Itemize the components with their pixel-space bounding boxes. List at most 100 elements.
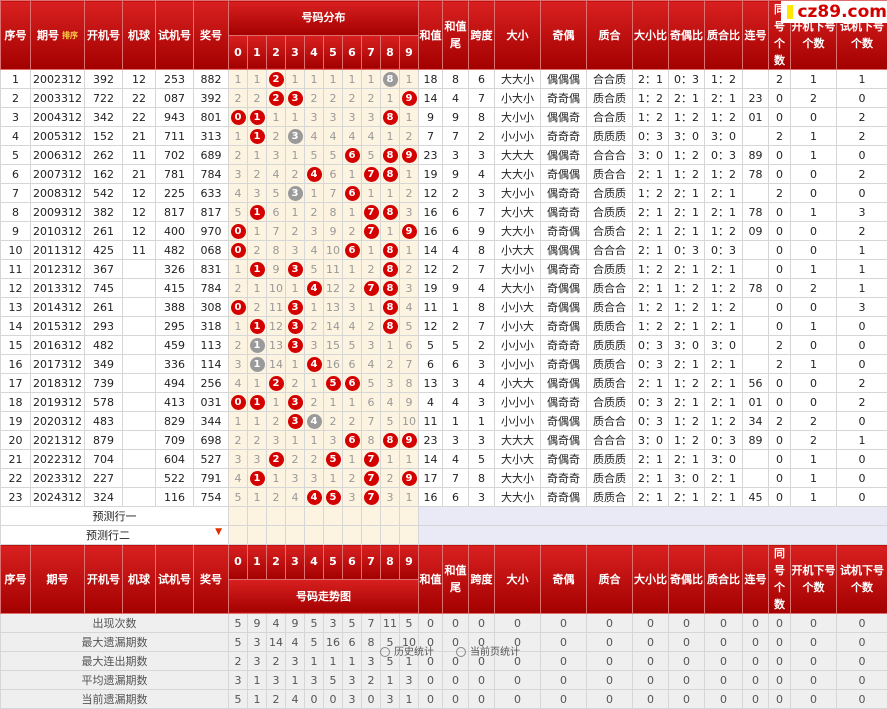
dist-cell: 3	[286, 336, 305, 355]
stat-cell: 合合合	[587, 146, 633, 165]
forecast-cell[interactable]	[248, 507, 267, 526]
forecast-text[interactable]: 预测行一	[93, 510, 137, 523]
forecast-cell[interactable]	[286, 526, 305, 545]
stat-cell: 奇奇偶	[541, 488, 587, 507]
forecast-label[interactable]: 预测行二 ▼	[1, 526, 229, 545]
stat-cell: 6	[443, 488, 469, 507]
stat-cell: 1	[469, 412, 495, 431]
legend-option[interactable]: 当前页统计	[456, 647, 520, 658]
row-number: 14	[1, 317, 31, 336]
hit-ball: 7	[364, 490, 379, 505]
test-number: 522	[156, 469, 194, 488]
forecast-cell[interactable]	[381, 526, 400, 545]
stat-cell: 23	[743, 89, 769, 108]
forecast-cell[interactable]	[324, 526, 343, 545]
sort-button[interactable]: 排序	[62, 31, 78, 40]
stat-cell: 小小小	[495, 336, 541, 355]
row-number: 18	[1, 393, 31, 412]
stat-cell: 1	[791, 146, 837, 165]
stat-cell: 0	[769, 431, 791, 450]
stat-cell: 3	[443, 431, 469, 450]
forecast-cell[interactable]	[286, 507, 305, 526]
forecast-cell[interactable]	[343, 507, 362, 526]
omission-cell: 3	[305, 469, 324, 488]
stat-cell: 小小小	[495, 355, 541, 374]
stat-cell: 小小大	[495, 298, 541, 317]
stat-cell: 0	[791, 374, 837, 393]
hit-ball: 2	[269, 452, 284, 467]
column-header: 奇偶	[541, 545, 587, 614]
summary-value: 0	[791, 614, 837, 633]
summary-value: 0	[443, 690, 469, 709]
forecast-text[interactable]: 预测行二	[86, 529, 130, 542]
omission-cell: 10	[400, 412, 419, 431]
omission-cell: 2	[248, 431, 267, 450]
forecast-cell[interactable]	[381, 507, 400, 526]
forecast-cell[interactable]	[229, 526, 248, 545]
summary-value: 4	[267, 614, 286, 633]
summary-value: 3	[381, 690, 400, 709]
stat-cell	[743, 355, 769, 374]
summary-value: 0	[791, 652, 837, 671]
forecast-cell[interactable]	[362, 526, 381, 545]
stat-cell: 0	[769, 165, 791, 184]
column-header: 和值	[419, 545, 443, 614]
stat-cell: 6	[419, 355, 443, 374]
logo-text[interactable]: cz89.com	[797, 2, 887, 22]
forecast-cell[interactable]	[229, 507, 248, 526]
dist-cell: 2	[267, 374, 286, 393]
stat-cell: 质质合	[587, 374, 633, 393]
forecast-cell[interactable]	[305, 526, 324, 545]
forecast-cell[interactable]	[400, 526, 419, 545]
omission-cell: 1	[400, 488, 419, 507]
stat-cell: 1：2	[669, 108, 705, 127]
forecast-cell[interactable]	[400, 507, 419, 526]
forecast-cell[interactable]	[362, 507, 381, 526]
stat-cell: 合合合	[587, 431, 633, 450]
column-header: 质合	[587, 1, 633, 70]
stat-cell: 3	[443, 374, 469, 393]
forecast-label[interactable]: 预测行一	[1, 507, 229, 526]
forecast-cell[interactable]	[324, 507, 343, 526]
logo[interactable]: cz89.com	[781, 1, 887, 23]
stat-cell: 2：1	[633, 374, 669, 393]
forecast-cell[interactable]	[343, 526, 362, 545]
digit-header: 7	[362, 35, 381, 70]
forecast-cell[interactable]	[267, 507, 286, 526]
prize-number: 633	[194, 184, 229, 203]
stat-cell: 合合质	[587, 70, 633, 89]
stat-cell: 5	[469, 450, 495, 469]
omission-cell: 4	[305, 241, 324, 260]
ball: 11	[123, 241, 156, 260]
omission-cell: 1	[248, 374, 267, 393]
forecast-cell[interactable]	[248, 526, 267, 545]
forecast-cell[interactable]	[267, 526, 286, 545]
summary-value: 0	[669, 614, 705, 633]
dist-cell: 5	[324, 450, 343, 469]
arrow-icon[interactable]: ▼	[215, 527, 222, 537]
stat-cell: 奇奇奇	[541, 469, 587, 488]
row-number: 15	[1, 336, 31, 355]
omission-cell: 2	[381, 469, 400, 488]
omission-cell: 3	[381, 374, 400, 393]
stat-cell: 0	[837, 450, 887, 469]
legend-option[interactable]: 历史统计	[380, 647, 434, 658]
stat-cell: 7	[469, 317, 495, 336]
row-number: 13	[1, 298, 31, 317]
dist-cell: 7	[362, 222, 381, 241]
stat-cell: 2	[469, 127, 495, 146]
test-number: 295	[156, 317, 194, 336]
summary-value: 0	[705, 671, 743, 690]
stat-cell: 小大大	[495, 374, 541, 393]
stat-cell: 3	[469, 146, 495, 165]
stat-cell: 0	[791, 222, 837, 241]
omission-cell: 2	[229, 279, 248, 298]
dist-cell: 9	[400, 431, 419, 450]
stat-cell: 1：2	[705, 70, 743, 89]
dist-cell: 1	[248, 260, 267, 279]
forecast-cell[interactable]	[305, 507, 324, 526]
hit-ball: 7	[364, 471, 379, 486]
omission-cell: 1	[343, 165, 362, 184]
